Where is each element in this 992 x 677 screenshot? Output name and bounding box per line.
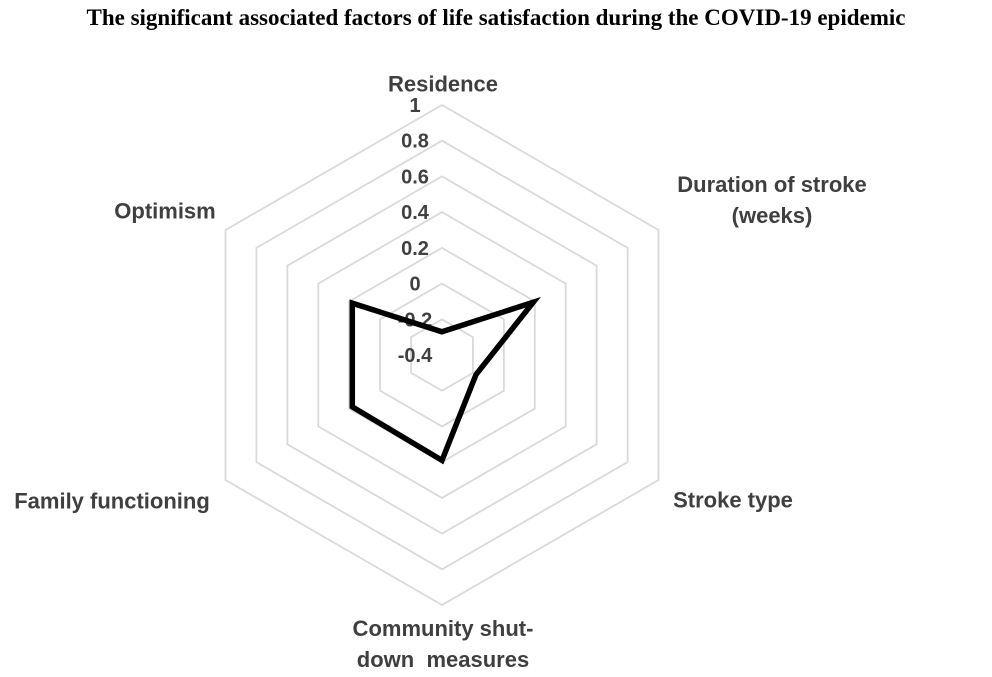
grid-ring [286, 175, 598, 535]
axis-label-community-shutdown-measures: Community shut- down measures [352, 615, 534, 672]
chart-title: The significant associated factors of li… [86, 5, 906, 30]
tick-label: 0 [409, 274, 420, 296]
tick-label: 0.8 [401, 131, 429, 153]
tick-label: 0.6 [401, 166, 429, 188]
grid-ring [348, 246, 536, 464]
grid-ring [317, 211, 567, 499]
axis-label-optimism: Optimism [114, 198, 216, 224]
grid-ring [255, 139, 629, 571]
axis-label-residence: Residence [387, 71, 499, 97]
data-polygon [349, 296, 541, 465]
grid-ring [224, 103, 660, 607]
tick-label: -0.4 [398, 345, 433, 367]
grid-ring [410, 318, 474, 392]
tick-label: 1 [409, 95, 420, 117]
axis-label-duration-of-stroke: Duration of stroke (weeks) [677, 171, 867, 228]
tick-label: 0.4 [401, 202, 430, 224]
axis-label-stroke-type: Stroke type [673, 487, 793, 513]
axis-label-family-functioning: Family functioning [14, 488, 210, 514]
tick-label: 0.2 [401, 238, 429, 260]
grid-ring [379, 282, 505, 428]
